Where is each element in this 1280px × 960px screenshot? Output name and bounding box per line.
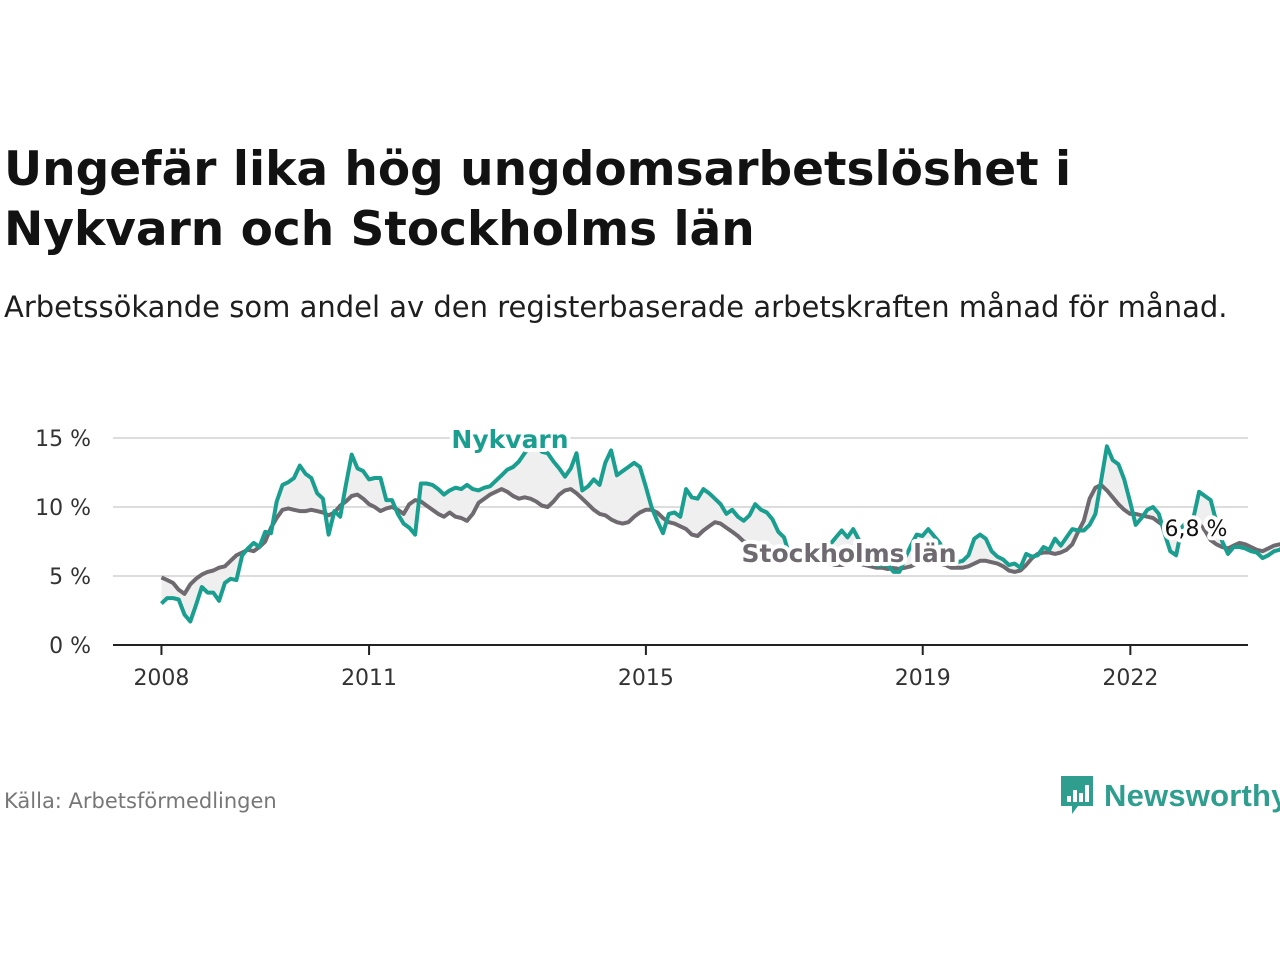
- x-axis: 2008 2011 2015 2019 2022: [113, 644, 1248, 691]
- series-label-stockholms-lan: Stockholms län: [742, 539, 957, 568]
- y-tick-label: 10 %: [35, 496, 91, 521]
- end-value-label-halo: 6,8 %: [1165, 517, 1228, 542]
- brand-name: Newsworthy: [1104, 778, 1280, 813]
- x-tick-label: 2019: [895, 666, 951, 691]
- newsworthy-logo[interactable]: Newsworthy: [1058, 774, 1280, 818]
- x-tick-label: 2011: [341, 666, 397, 691]
- y-axis-ticks: 0 % 5 % 10 % 15 %: [35, 427, 91, 659]
- series-label-nykvarn: Nykvarn: [451, 425, 568, 454]
- series-label-nykvarn-halo: Nykvarn: [451, 425, 568, 454]
- x-tick-label: 2022: [1102, 666, 1158, 691]
- chart-subtitle: Arbetssökande som andel av den registerb…: [4, 290, 1228, 324]
- series-line-stockholms-lan: [160, 482, 1280, 596]
- y-tick-label: 5 %: [49, 565, 91, 590]
- source-note: Källa: Arbetsförmedlingen: [4, 789, 277, 813]
- series-line-nykvarn: [160, 442, 1280, 624]
- x-tick-label: 2008: [133, 666, 189, 691]
- line-chart: 0 % 5 % 10 % 15 % 2008 2011 2015 2019 2022 Nykv…: [35, 421, 1280, 691]
- series-label-stockholms-lan-halo: Stockholms län: [742, 539, 957, 568]
- y-tick-label: 15 %: [35, 427, 91, 452]
- x-tick-label: 2015: [618, 666, 674, 691]
- end-value-label: 6,8 %: [1165, 517, 1228, 542]
- chart-title: Ungefär lika hög ungdomsarbetslöshet i N…: [4, 142, 1072, 257]
- series-lines: [160, 442, 1280, 624]
- newsworthy-logo-icon: [1061, 776, 1093, 814]
- y-tick-label: 0 %: [49, 634, 91, 659]
